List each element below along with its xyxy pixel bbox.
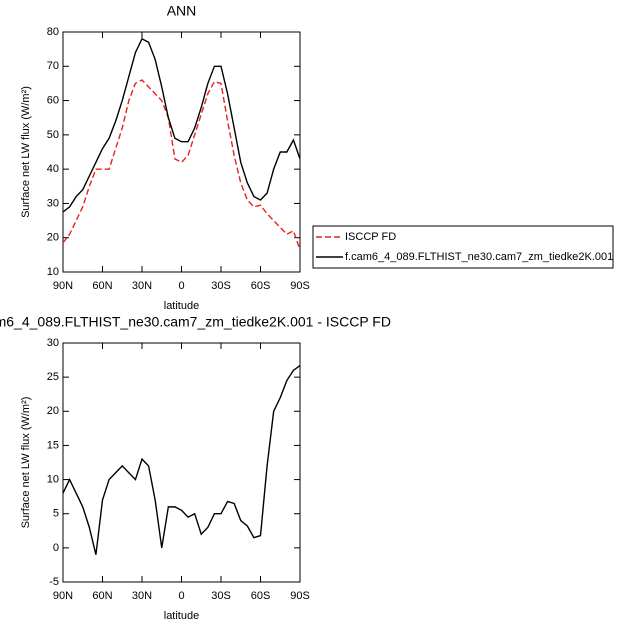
y-tick-label: 10: [47, 266, 59, 278]
x-tick-label: 30S: [211, 280, 231, 292]
plot-frame: [62, 31, 301, 273]
legend-label: f.cam6_4_089.FLTHIST_ne30.cam7_zm_tiedke…: [345, 251, 613, 263]
y-tick-label: 5: [53, 508, 59, 520]
y-axis-label: Surface net LW flux (W/m²): [20, 86, 32, 218]
x-tick-label: 60N: [92, 280, 112, 292]
x-axis-label: latitude: [164, 300, 199, 312]
x-tick-label: 60S: [251, 280, 271, 292]
y-tick-label: 80: [47, 26, 59, 38]
x-tick-label: 30N: [132, 280, 152, 292]
x-tick-label: 30N: [132, 590, 152, 602]
x-tick-label: 60N: [92, 590, 112, 602]
y-tick-label: 10: [47, 473, 59, 485]
x-tick-label: 30S: [211, 590, 231, 602]
series-line: [62, 364, 301, 555]
x-tick-label: 60S: [251, 590, 271, 602]
series-line: [62, 37, 301, 213]
y-tick-label: 60: [47, 94, 59, 106]
x-tick-label: 90N: [53, 280, 73, 292]
y-tick-label: 50: [47, 129, 59, 141]
x-tick-label: 90S: [290, 590, 310, 602]
series-line: [62, 79, 301, 250]
chart-title: ANN: [167, 3, 197, 19]
x-tick-label: 0: [178, 590, 184, 602]
y-tick-label: 20: [47, 405, 59, 417]
y-tick-label: 30: [47, 197, 59, 209]
y-tick-label: 30: [47, 337, 59, 349]
plot-frame: [62, 342, 301, 583]
x-tick-label: 0: [178, 280, 184, 292]
legend-label: ISCCP FD: [345, 231, 396, 243]
legend-box: [312, 225, 614, 269]
y-tick-label: -5: [49, 576, 59, 588]
y-tick-label: 70: [47, 60, 59, 72]
y-tick-label: 40: [47, 163, 59, 175]
y-tick-label: 20: [47, 232, 59, 244]
y-axis-label: Surface net LW flux (W/m²): [20, 397, 32, 529]
x-tick-label: 90N: [53, 590, 73, 602]
y-tick-label: 0: [53, 542, 59, 554]
x-axis-label: latitude: [164, 610, 199, 622]
y-tick-label: 25: [47, 371, 59, 383]
x-tick-label: 90S: [290, 280, 310, 292]
y-tick-label: 15: [47, 439, 59, 451]
chart-title: f.cam6_4_089.FLTHIST_ne30.cam7_zm_tiedke…: [0, 314, 391, 330]
